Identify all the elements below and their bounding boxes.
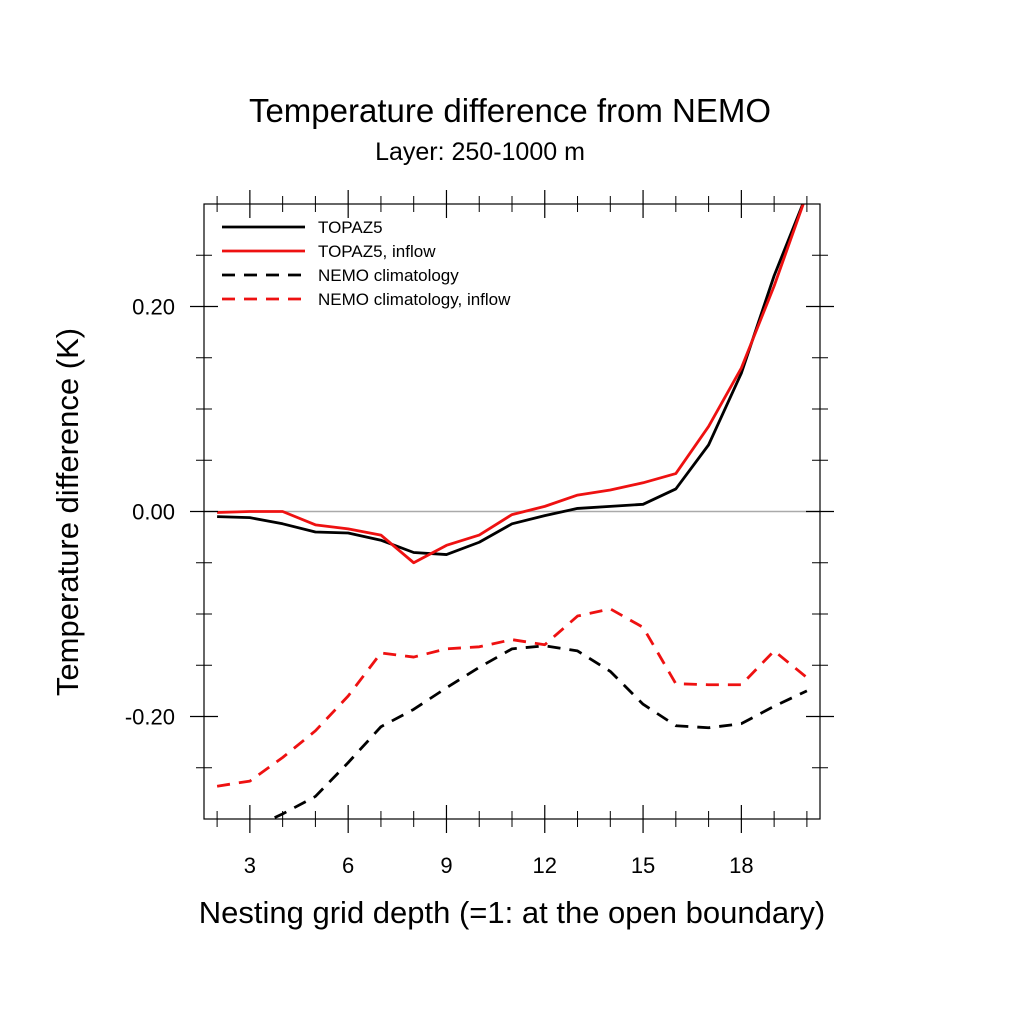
legend: TOPAZ5 TOPAZ5, inflow NEMO climatology NEMO… <box>222 218 511 309</box>
y-tick-label: -0.20 <box>125 705 175 730</box>
legend-label: NEMO climatology <box>318 266 459 285</box>
chart-title: Temperature difference from NEMO <box>249 92 771 129</box>
chart-subtitle: Layer: 250-1000 m <box>375 138 585 166</box>
x-axis-label: Nesting grid depth (=1: at the open boun… <box>199 895 825 930</box>
legend-label: NEMO climatology, inflow <box>318 290 511 309</box>
legend-label: TOPAZ5 <box>318 218 383 237</box>
series-line-1 <box>217 204 805 556</box>
series-line-4 <box>216 607 808 788</box>
series-line-3 <box>268 644 808 819</box>
axis-ticks <box>190 190 834 833</box>
axis-tick-labels: 3 6 9 12 15 18 -0.20 0.00 0.20 <box>125 295 754 879</box>
legend-label: TOPAZ5, inflow <box>318 242 436 261</box>
y-axis-label: Temperature difference (K) <box>50 328 85 696</box>
y-tick-label: 0.20 <box>132 295 175 320</box>
x-tick-label: 6 <box>342 853 354 878</box>
x-tick-label: 9 <box>440 853 452 878</box>
x-tick-label: 3 <box>244 853 256 878</box>
series-group <box>216 204 808 819</box>
y-tick-label: 0.00 <box>132 500 175 525</box>
series-line-2 <box>217 204 805 565</box>
x-tick-label: 18 <box>729 853 753 878</box>
x-tick-label: 12 <box>533 853 557 878</box>
x-tick-label: 15 <box>631 853 655 878</box>
